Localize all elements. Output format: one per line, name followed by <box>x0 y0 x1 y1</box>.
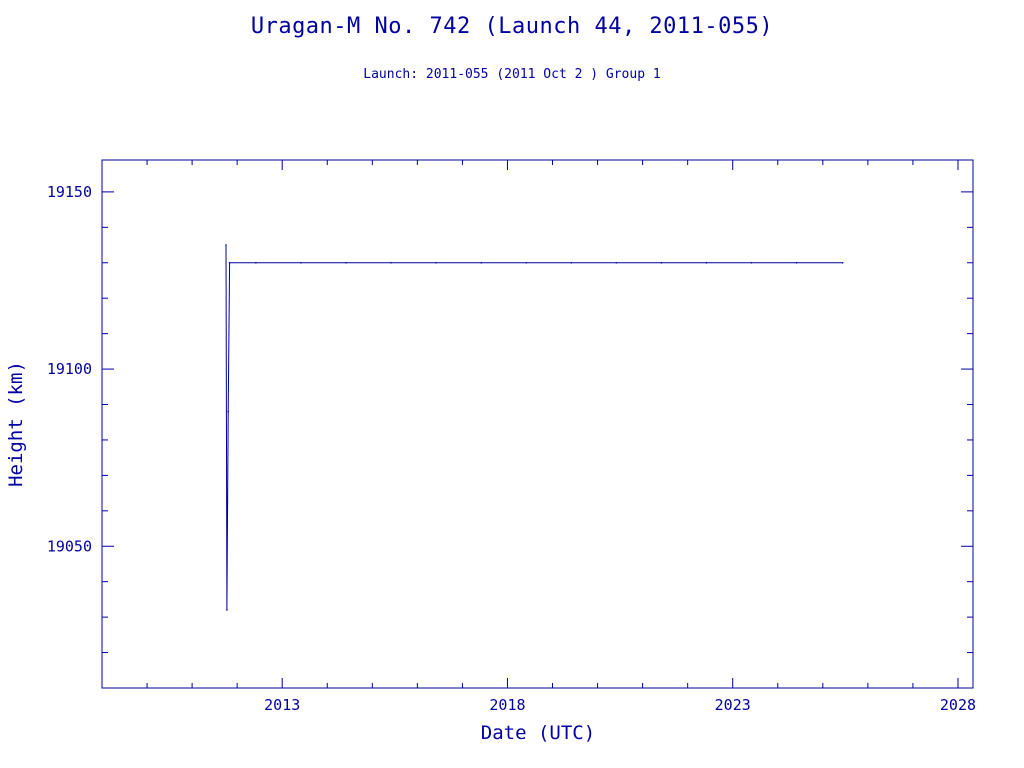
series-point-15 <box>750 262 753 264</box>
plot-frame <box>101 159 974 689</box>
x-tick-label-2013: 2013 <box>264 696 300 714</box>
x-axis-ticks <box>101 160 959 688</box>
x-tick-label-2018: 2018 <box>489 696 525 714</box>
series-line-height <box>225 244 843 611</box>
chart-subtitle: Launch: 2011-055 (2011 Oct 2 ) Group 1 <box>363 67 661 82</box>
series-point-14 <box>705 262 708 264</box>
series-point-7 <box>390 262 392 264</box>
y-tick-label-19050: 19050 <box>47 537 92 555</box>
x-axis-label: Date (UTC) <box>481 722 595 744</box>
series-points <box>225 244 844 611</box>
series-point-8 <box>435 262 437 264</box>
series-point-5 <box>300 262 302 264</box>
y-axis-tick-labels: 19050 19100 19150 <box>47 183 92 555</box>
x-tick-label-2023: 2023 <box>715 696 751 714</box>
series-point-12 <box>615 262 618 264</box>
series-point-4 <box>255 262 257 264</box>
series-point-17 <box>841 262 844 264</box>
series-point-11 <box>570 262 573 264</box>
series-point-2 <box>227 410 229 413</box>
chart-title: Uragan-M No. 742 (Launch 44, 2011-055) <box>250 14 774 39</box>
series-point-13 <box>660 262 663 264</box>
y-axis-ticks <box>102 191 973 689</box>
y-axis-label: Height (km) <box>5 361 27 487</box>
y-tick-label-19100: 19100 <box>47 360 92 378</box>
x-tick-label-2028: 2028 <box>940 696 976 714</box>
series-point-1 <box>226 609 228 611</box>
series-point-9 <box>480 262 483 264</box>
series-point-6 <box>345 262 347 264</box>
series-point-3 <box>228 262 231 264</box>
series-point-16 <box>795 262 798 264</box>
y-tick-label-19150: 19150 <box>47 183 92 201</box>
series-point-10 <box>525 262 527 264</box>
series-point-0 <box>225 244 227 246</box>
x-axis-tick-labels: 2013 2018 2023 2028 <box>264 696 976 714</box>
